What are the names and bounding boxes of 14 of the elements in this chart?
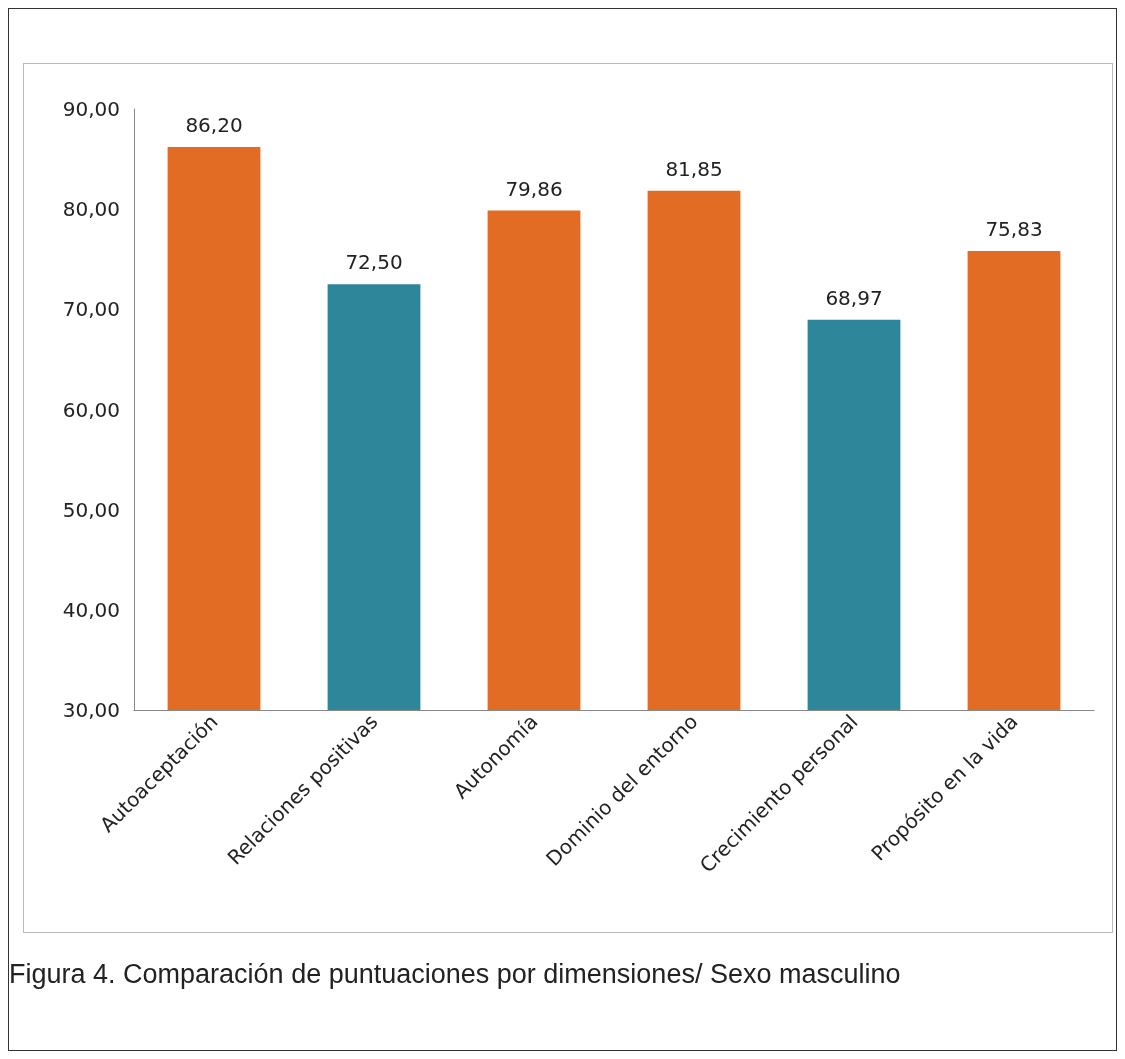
y-tick-label: 40,00 <box>62 597 120 622</box>
data-label: 86,20 <box>185 113 243 138</box>
y-tick-label: 60,00 <box>62 397 120 422</box>
y-tick-label: 80,00 <box>62 197 120 222</box>
text: Figura 4. Comparación de puntuaciones por dimensiones/ Sexo masculino <box>9 959 901 990</box>
y-tick-label: 30,00 <box>62 698 120 722</box>
y-tick-label: 70,00 <box>62 297 120 322</box>
data-label: 81,85 <box>665 156 723 181</box>
y-tick-label: 90,00 <box>62 97 120 121</box>
data-label: 79,86 <box>505 176 563 201</box>
data-label: 72,50 <box>345 250 403 275</box>
data-label: 68,97 <box>825 285 883 310</box>
data-label: 75,83 <box>985 216 1043 241</box>
y-tick-label: 50,00 <box>62 497 120 522</box>
